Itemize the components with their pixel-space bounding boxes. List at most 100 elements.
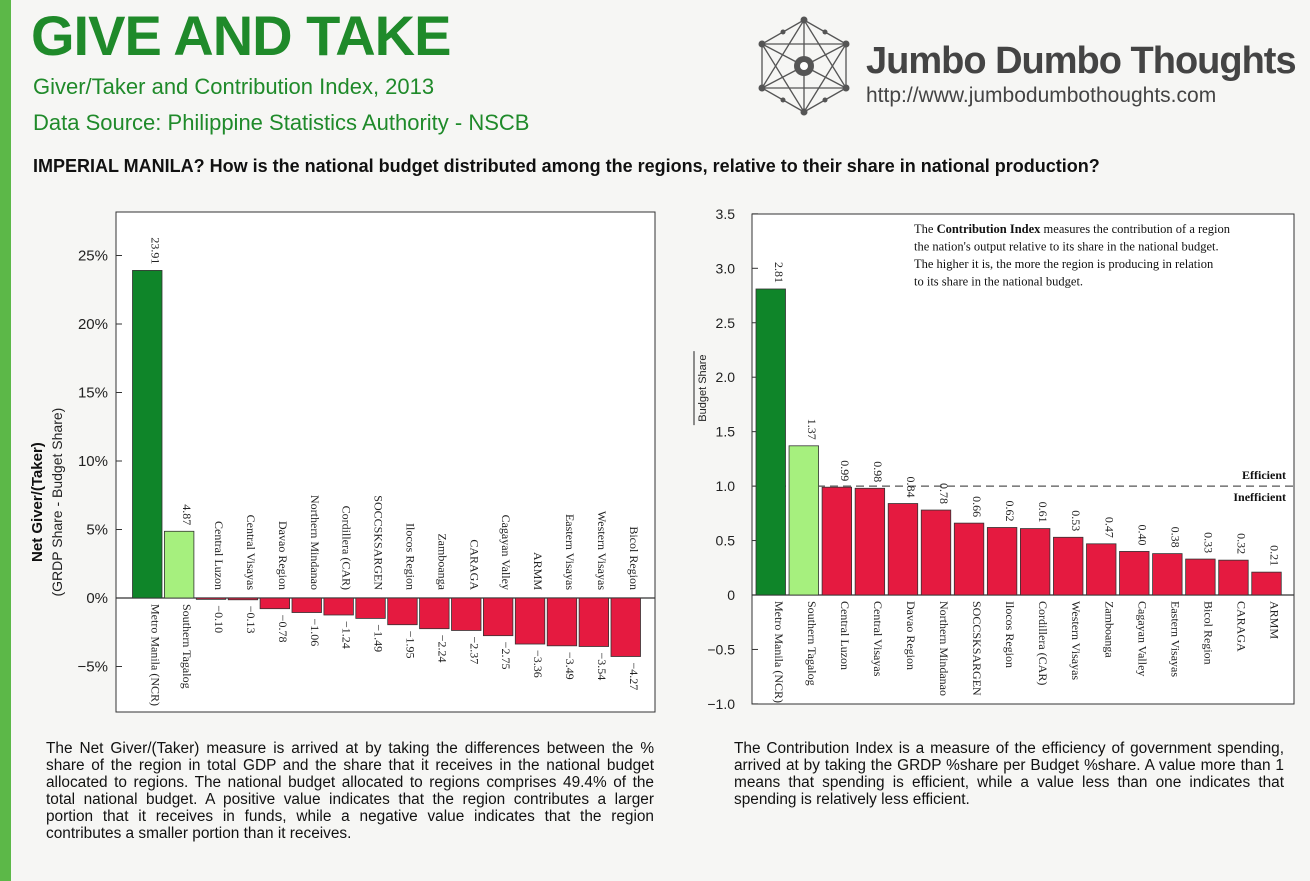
bar	[323, 597, 354, 616]
accent-side-bar	[0, 0, 11, 881]
bar	[1119, 551, 1150, 596]
net-giver-chart: 25% 20% 15% 10% 5% 0% −5% Net Giver/(Taker) (GRD…	[29, 211, 656, 713]
category-label: Southern Tagalog	[805, 601, 819, 686]
category-label: Central Visayas	[244, 515, 258, 591]
bar-value-label: 4.87	[180, 504, 194, 525]
bar-value-label: −0.10	[212, 605, 226, 633]
bar-value-label: −1.49	[372, 624, 386, 652]
y-tick-label: −5%	[78, 659, 108, 676]
y-tick-label: 0	[727, 587, 735, 603]
bar	[610, 597, 641, 657]
bar	[1152, 553, 1183, 596]
headline-question: IMPERIAL MANILA? How is the national bud…	[33, 156, 1100, 176]
net-giver-description: The Net Giver/(Taker) measure is arrived…	[46, 740, 654, 842]
bar-value-label: −1.06	[308, 619, 322, 647]
chart-note-line: the nation's output relative to its shar…	[914, 240, 1219, 254]
category-label: Ilocos Region	[1003, 601, 1017, 668]
category-label: Central Luzon	[838, 601, 852, 670]
category-label: Zamboanga	[1102, 601, 1116, 658]
y-axis-fraction-denominator: Budget Share	[697, 354, 709, 421]
bar-value-label: −0.13	[244, 606, 258, 634]
category-label: Davao Region	[276, 521, 290, 590]
category-label: Zamboanga	[435, 533, 449, 590]
bar-value-label: 0.38	[1168, 527, 1182, 548]
y-tick-label: −0.5	[707, 641, 735, 657]
bar-value-label: 0.53	[1069, 510, 1083, 531]
bar	[1019, 528, 1051, 596]
plot-area	[751, 213, 1295, 705]
bar	[546, 597, 578, 647]
bar	[1251, 571, 1282, 596]
bar	[227, 597, 259, 601]
category-label: ARMM	[1268, 601, 1282, 639]
page-subtitle: Giver/Taker and Contribution Index, 2013	[33, 74, 435, 99]
contribution-index-chart: 3.5 3.0 2.5 2.0 1.5 1.0 0.5 0 −0.5 −1.0 Efficient I…	[690, 206, 1295, 712]
bar	[132, 270, 163, 599]
bar-value-label: 0.98	[871, 461, 885, 482]
category-label: Ilocos Region	[403, 523, 417, 590]
bar-value-label: −2.37	[467, 636, 481, 664]
bar	[788, 445, 819, 596]
y-tick-label: 3.5	[716, 206, 736, 222]
bar	[887, 503, 919, 596]
category-label: SOCCSKSARGEN	[372, 495, 386, 590]
bar-value-label: −2.24	[435, 635, 449, 663]
y-tick-label: 25%	[78, 248, 108, 265]
bar-value-label: 0.40	[1135, 524, 1149, 545]
bar-value-label: 23.91	[148, 237, 162, 264]
category-label: Cordillera (CAR)	[1036, 601, 1050, 685]
bar	[986, 527, 1018, 596]
bar-value-label: 0.21	[1268, 545, 1282, 566]
category-label: ARMM	[531, 552, 545, 590]
bar-value-label: 0.47	[1102, 517, 1116, 538]
category-label: Northern Mindanao	[937, 601, 951, 696]
bar	[195, 597, 227, 600]
category-label: Cagayan Valley	[499, 515, 513, 590]
bar	[451, 597, 482, 631]
bar-value-label: 0.78	[937, 483, 951, 504]
y-tick-label: 2.5	[716, 315, 736, 331]
bar-value-label: 0.99	[838, 460, 852, 481]
bar	[821, 486, 853, 596]
chart-note-line: to its share in the national budget.	[914, 275, 1083, 289]
category-label: Cagayan Valley	[1135, 601, 1149, 676]
inefficient-label: Inefficient	[1233, 490, 1286, 504]
y-tick-label: 15%	[78, 385, 108, 402]
category-label: Eastern Visayas	[563, 514, 577, 590]
category-label: Central Visayas	[871, 601, 885, 677]
bar-value-label: 0.66	[970, 496, 984, 517]
bar	[854, 487, 886, 596]
brand-url[interactable]: http://www.jumbodumbothoughts.com	[866, 84, 1217, 107]
bar-value-label: −1.24	[340, 621, 354, 649]
brand-name: Jumbo Dumbo Thoughts	[866, 40, 1297, 82]
bar-value-label: −3.54	[595, 652, 609, 680]
network-logo-icon	[758, 16, 850, 116]
bar-value-label: −3.49	[563, 652, 577, 680]
y-tick-label: 0.5	[716, 533, 736, 549]
category-label: Northern Mindanao	[308, 495, 322, 590]
bar-value-label: −0.78	[276, 615, 290, 643]
bar	[920, 509, 952, 596]
category-label: Western Visayas	[595, 511, 609, 590]
bar	[355, 597, 386, 619]
bar	[291, 597, 322, 613]
category-label: Eastern Visayas	[1168, 601, 1182, 677]
category-label: Southern Tagalog	[180, 604, 194, 689]
y-tick-label: 1.0	[716, 478, 736, 494]
bar-value-label: 0.61	[1036, 502, 1050, 523]
bar	[387, 597, 418, 626]
bar-value-label: −3.36	[531, 650, 545, 678]
y-tick-label: 1.5	[716, 424, 736, 440]
y-tick-label: 2.0	[716, 369, 736, 385]
y-tick-label: 0%	[86, 590, 108, 607]
note-bold-term: Contribution Index	[937, 222, 1042, 236]
y-axis-label: Net Giver/(Taker)	[29, 442, 46, 562]
bar	[1086, 543, 1117, 596]
bar-value-label: 1.37	[805, 419, 819, 440]
bar-value-label: 0.62	[1003, 500, 1017, 521]
y-tick-label: 10%	[78, 453, 108, 470]
bar-value-label: 0.84	[904, 477, 918, 498]
efficient-label: Efficient	[1242, 468, 1286, 482]
bar-value-label: 2.81	[772, 262, 786, 283]
bar	[1218, 559, 1249, 596]
